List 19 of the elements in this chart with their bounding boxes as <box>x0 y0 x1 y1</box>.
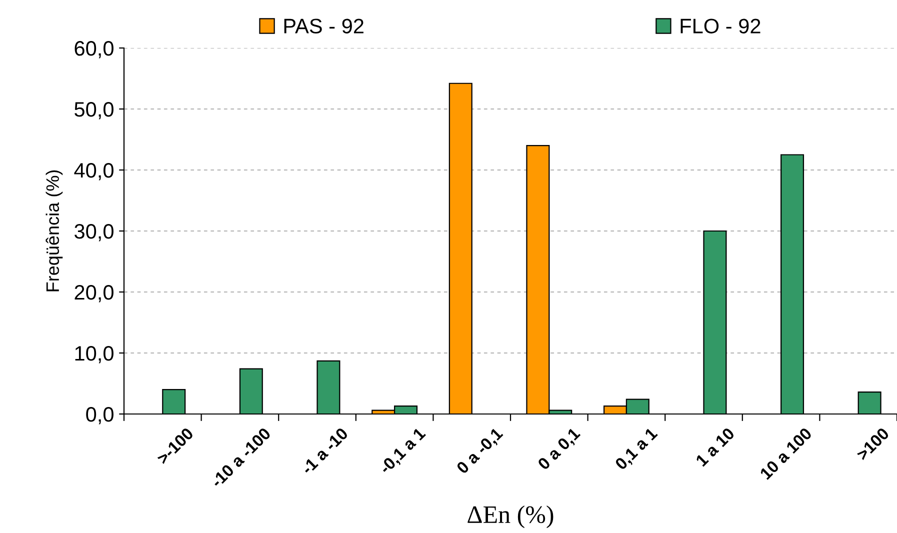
y-tick-label: 40,0 <box>74 163 114 180</box>
y-axis-title: Freqüência (%) <box>46 170 63 292</box>
x-tick-label: 0 a 0,1 <box>537 426 582 472</box>
x-tick-label: -0,1 a 1 <box>378 426 428 476</box>
y-tick-label: 60,0 <box>74 41 114 58</box>
x-tick-label: 0 a -0,1 <box>456 426 506 476</box>
legend-label: FLO - 92 <box>680 18 760 34</box>
y-tick-label: 30,0 <box>74 224 114 242</box>
x-tick-label: 0,1 a 1 <box>614 426 660 472</box>
x-tick-label: 10 a 100 <box>759 426 812 480</box>
x-axis-title: ΔEn (%) <box>468 506 554 528</box>
y-tick-label: 50,0 <box>74 102 114 120</box>
y-tick-label: 0,0 <box>86 407 114 424</box>
legend-label: PAS - 92 <box>284 18 364 34</box>
y-tick-label: 10,0 <box>75 346 114 364</box>
x-tick-label: 1 a 10 <box>695 426 736 467</box>
x-tick-label: -1 a -10 <box>300 426 349 476</box>
y-tick-label: 20,0 <box>74 285 114 302</box>
x-tick-label: -10 a -100 <box>210 426 272 488</box>
